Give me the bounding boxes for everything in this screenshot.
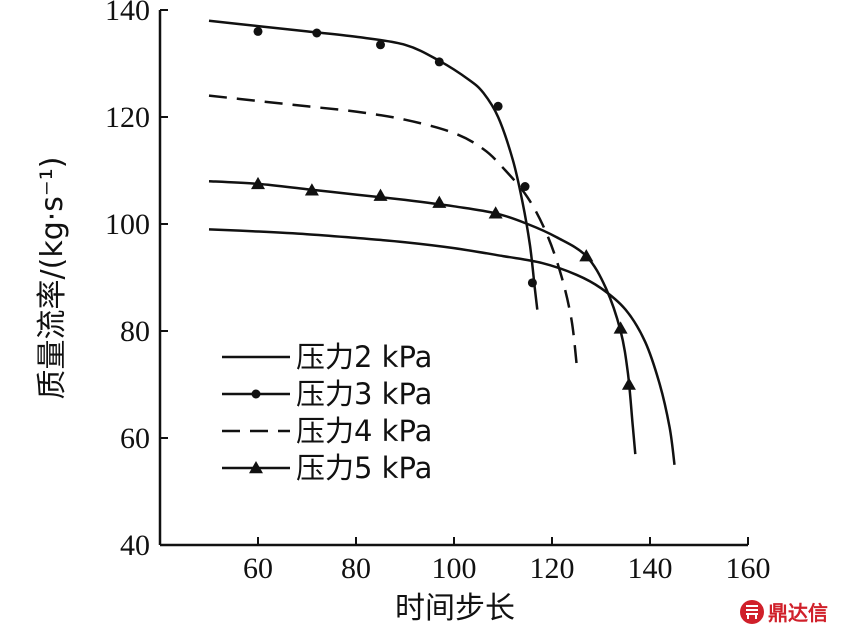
data-point-triangle: [432, 195, 447, 208]
data-point-triangle: [613, 321, 628, 334]
x-tick-label: 120: [530, 552, 575, 585]
legend-marker-triangle: [249, 461, 263, 474]
legend-item: 压力3 kPa: [222, 377, 432, 411]
data-point-triangle: [304, 183, 319, 196]
series-line: [208, 94, 578, 364]
x-tick-label: 140: [628, 552, 673, 585]
y-tick-label: 100: [105, 208, 150, 241]
series-line: [208, 228, 676, 465]
data-point-circle: [376, 40, 385, 50]
svg-text:鼎达信: 鼎达信: [768, 601, 828, 625]
data-point-triangle: [579, 249, 594, 262]
series-line: [208, 19, 539, 310]
legend-item: 压力2 kPa: [222, 340, 432, 374]
y-ticks: 40 60 80 100 120 140: [105, 0, 168, 562]
y-tick-label: 80: [120, 315, 150, 348]
legend-item: 压力4 kPa: [222, 414, 432, 448]
y-tick-label: 140: [105, 0, 150, 27]
y-tick-label: 40: [120, 529, 150, 562]
legend-label: 压力4 kPa: [296, 414, 432, 448]
y-tick-label: 120: [105, 101, 150, 134]
legend-label: 压力3 kPa: [296, 377, 432, 411]
series-4: [208, 176, 637, 455]
series-2: [208, 19, 539, 310]
data-point-triangle: [373, 188, 388, 201]
legend-item: 压力5 kPa: [222, 451, 432, 485]
data-point-circle: [434, 57, 444, 67]
data-point-circle: [493, 101, 503, 111]
series-line: [208, 179, 637, 455]
data-point-triangle: [621, 377, 636, 390]
data-point-triangle: [488, 206, 503, 219]
series-3: [208, 94, 578, 364]
legend-label: 压力2 kPa: [296, 340, 432, 374]
axes: 60 80 100 120 140 160 40 60 80 100 120 140: [105, 0, 771, 585]
x-tick-label: 160: [726, 552, 771, 585]
x-tick-label: 100: [432, 552, 477, 585]
data-point-triangle: [251, 176, 265, 190]
data-point-circle: [527, 278, 537, 288]
brand-logo: 鼎达信: [740, 600, 828, 625]
x-tick-label: 60: [243, 552, 273, 585]
y-tick-label: 60: [120, 422, 150, 455]
series-layer: [208, 19, 676, 465]
data-point-circle: [253, 26, 263, 36]
y-axis-title: 质量流率/(kg·s⁻¹): [35, 157, 70, 400]
x-axis-title: 时间步长: [395, 591, 515, 626]
legend-label: 压力5 kPa: [296, 451, 432, 485]
series-1: [208, 228, 676, 465]
x-tick-label: 80: [341, 552, 371, 585]
legend-marker-circle: [251, 389, 261, 399]
data-point-circle: [312, 28, 322, 38]
x-ticks: 60 80 100 120 140 160: [243, 537, 771, 585]
